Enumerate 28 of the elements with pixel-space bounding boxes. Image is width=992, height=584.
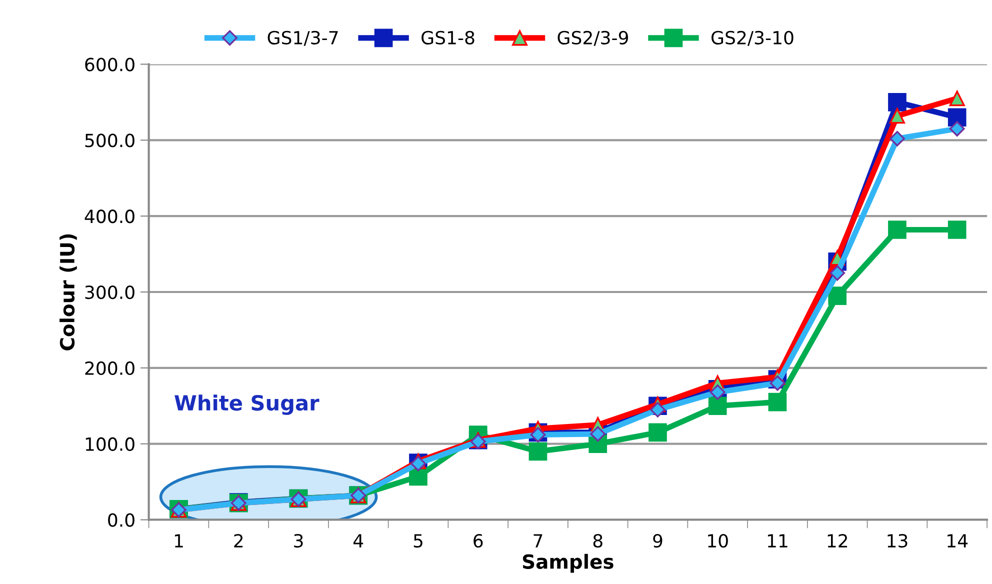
x-tick-label: 6 xyxy=(474,534,483,548)
x-tick-label: 10 xyxy=(708,534,728,548)
y-tick-label: 500.0 xyxy=(85,134,134,148)
x-tick-label: 4 xyxy=(354,534,364,548)
x-tick-label: 9 xyxy=(653,534,662,548)
x-tick-label: 5 xyxy=(414,534,422,548)
y-tick-label: 200.0 xyxy=(85,361,134,376)
x-tick-label: 13 xyxy=(888,534,908,548)
x-tick-label: 11 xyxy=(768,534,788,548)
y-tick-label: 100.0 xyxy=(86,437,134,451)
x-axis-title: Samples xyxy=(522,554,614,573)
legend-label: GS1/3-7 xyxy=(268,30,338,46)
y-tick-label: 600.0 xyxy=(85,58,134,72)
legend-label: GS2/3-10 xyxy=(712,30,794,46)
x-tick-label: 12 xyxy=(828,534,848,548)
x-tick-label: 3 xyxy=(294,534,303,548)
y-tick-label: 0.0 xyxy=(108,513,134,527)
x-tick-label: 14 xyxy=(948,534,968,548)
x-tick-label: 2 xyxy=(234,534,243,548)
y-tick-label: 400.0 xyxy=(84,210,134,224)
annotation: White Sugar xyxy=(174,394,320,415)
x-tick-label: 8 xyxy=(593,534,602,548)
x-tick-label: 1 xyxy=(174,534,183,548)
x-tick-label: 7 xyxy=(534,534,542,548)
y-tick-label: 300.0 xyxy=(85,285,134,300)
y-axis-title: Colour (IU) xyxy=(60,234,77,350)
legend-label: GS2/3-9 xyxy=(558,30,628,46)
legend-label: GS1-8 xyxy=(422,30,474,44)
